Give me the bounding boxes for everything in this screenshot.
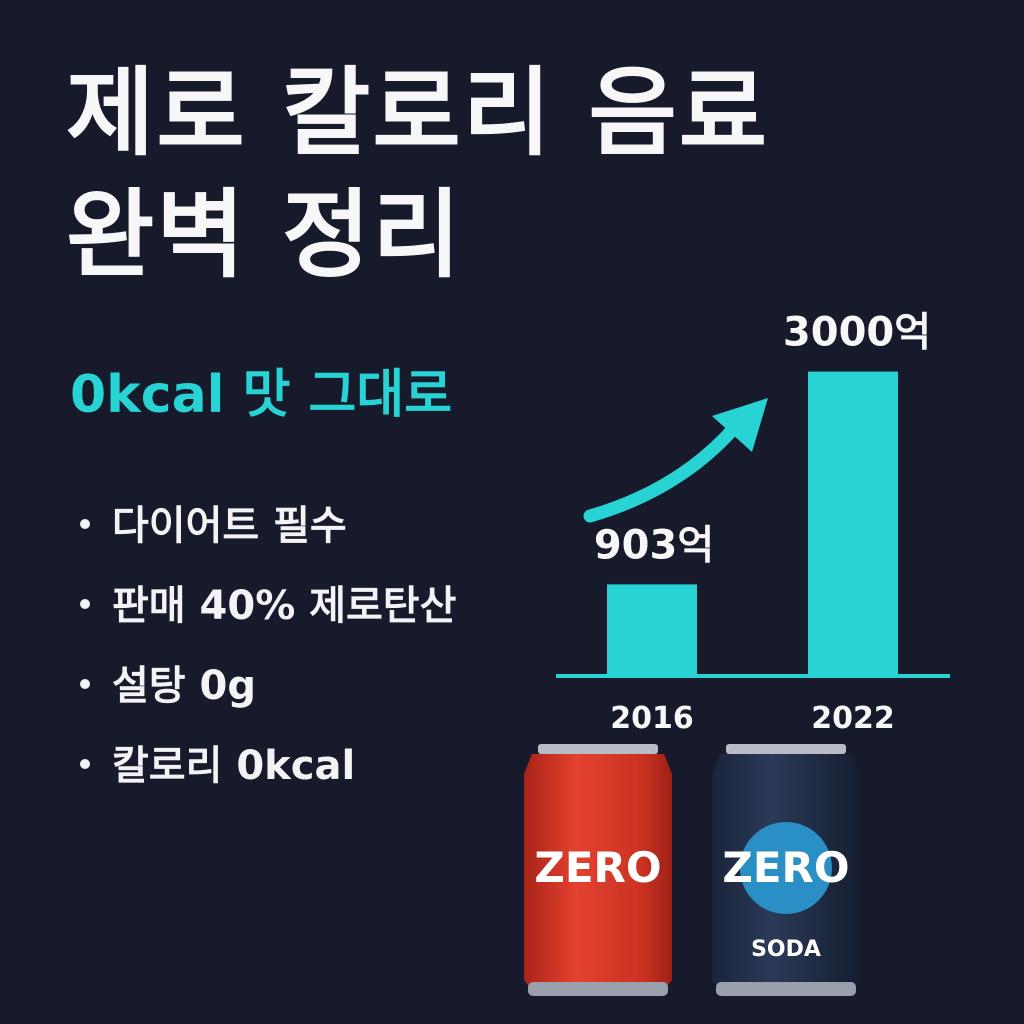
dot-bullet-icon xyxy=(80,599,90,609)
list-item: 칼로리 0kcal xyxy=(78,734,456,814)
list-item-label: 설탕 0g xyxy=(112,663,256,709)
list-item-label: 칼로리 0kcal xyxy=(112,743,356,789)
list-item: 설탕 0g xyxy=(78,654,456,734)
dot-bullet-icon xyxy=(80,679,90,689)
x-tick-label-2022: 2022 xyxy=(811,701,895,736)
chart-bar-2016 xyxy=(607,584,697,676)
red-zero-can: ZERO xyxy=(524,744,672,996)
list-item-label: 다이어트 필수 xyxy=(112,503,347,549)
can-sublabel: SODA xyxy=(751,937,821,962)
trend-arrow-head xyxy=(712,398,768,452)
dot-bullet-icon xyxy=(80,759,90,769)
chart-bar-2022 xyxy=(808,371,898,676)
page-title: 제로 칼로리 음료 완벽 정리 xyxy=(66,52,769,296)
can-badge-circle xyxy=(740,822,832,914)
can-label: ZERO xyxy=(722,843,849,892)
list-item: 다이어트 필수 xyxy=(78,494,456,574)
title-line-1: 제로 칼로리 음료 xyxy=(66,57,770,169)
data-label-2022: 3000억 xyxy=(783,310,931,356)
can-label: ZERO xyxy=(534,843,661,892)
trend-arrow-icon xyxy=(583,419,743,523)
subtitle: 0kcal 맛 그대로 xyxy=(70,365,453,425)
dark-zero-soda-can: ZERO SODA xyxy=(712,744,860,996)
list-item: 판매 40% 제로탄산 xyxy=(78,574,456,654)
title-line-2: 완벽 정리 xyxy=(66,179,463,291)
dot-bullet-icon xyxy=(80,519,90,529)
list-item-label: 판매 40% 제로탄산 xyxy=(112,583,457,629)
x-tick-label-2016: 2016 xyxy=(610,701,694,736)
feature-list: 다이어트 필수 판매 40% 제로탄산 설탕 0g 칼로리 0kcal xyxy=(78,494,456,814)
data-label-2016: 903억 xyxy=(594,522,714,568)
